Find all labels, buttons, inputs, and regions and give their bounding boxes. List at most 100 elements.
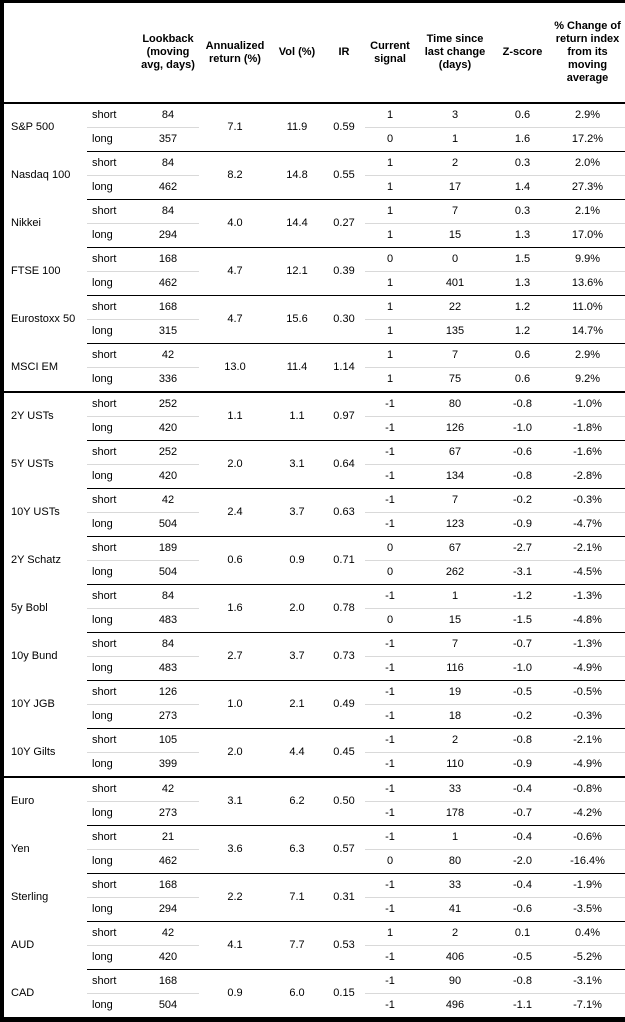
horizon-label: long [87,512,137,537]
z-score-value: 0.1 [495,921,550,946]
z-score-value: -0.8 [495,464,550,489]
pct-change-value: 2.1% [550,199,625,224]
time-since-change-value: 406 [415,945,495,970]
current-signal-value: -1 [365,680,415,705]
horizon-label: short [87,873,137,898]
horizon-label: short [87,776,137,802]
lookback-value: 42 [137,343,199,368]
annualized-return-value: 4.0 [199,199,271,248]
z-score-value: 0.6 [495,367,550,392]
horizon-label: short [87,440,137,465]
horizon-label: long [87,416,137,441]
asset-name: 10Y JGB [11,698,55,710]
lookback-value: 252 [137,391,199,417]
ir-value: 0.71 [323,536,365,585]
current-signal-value: -1 [365,416,415,441]
asset-row-long: long 462 1 17 1.4 27.3% [2,175,625,200]
time-since-change-value: 110 [415,752,495,777]
asset-row-long: long 273 -1 178 -0.7 -4.2% [2,801,625,826]
lookback-value: 420 [137,416,199,441]
asset-row-short: 10Y JGB short 126 1.0 2.1 0.49 -1 19 -0.5 -0.5% [2,680,625,729]
vol-value: 7.1 [271,873,323,922]
vol-value: 15.6 [271,295,323,344]
pct-change-value: -2.8% [550,464,625,489]
asset-row-long: long 504 0 262 -3.1 -4.5% [2,560,625,585]
time-since-change-value: 2 [415,151,495,176]
z-score-value: -0.7 [495,632,550,657]
asset-row-long: long 357 0 1 1.6 17.2% [2,127,625,152]
vol-value: 4.4 [271,728,323,777]
ir-value: 0.64 [323,440,365,489]
time-since-change-value: 15 [415,608,495,633]
lookback-value: 294 [137,223,199,248]
current-signal-value: 0 [365,608,415,633]
current-signal-value: -1 [365,969,415,994]
lookback-value: 315 [137,319,199,344]
asset-row-long: long 420 -1 134 -0.8 -2.8% [2,464,625,489]
current-signal-value: 1 [365,151,415,176]
lookback-value: 462 [137,175,199,200]
pct-change-value: -1.9% [550,873,625,898]
horizon-label: long [87,704,137,729]
time-since-change-value: 15 [415,223,495,248]
time-since-change-value: 67 [415,440,495,465]
asset-row-long: long 483 0 15 -1.5 -4.8% [2,608,625,633]
pct-change-value: -0.3% [550,704,625,729]
asset-row-short: Sterling short 168 2.2 7.1 0.31 -1 33 -0.4 -1.9% [2,873,625,922]
vol-value: 11.9 [286,121,308,133]
asset-name: Sterling [11,891,49,903]
vol-value: 14.8 [271,151,323,200]
vol-value: 11.4 [271,343,323,392]
pct-change-value: -4.9% [550,752,625,777]
z-score-value: 1.2 [495,295,550,320]
vol-value: 3.7 [271,488,323,537]
lookback-value: 504 [137,560,199,585]
pct-change-value: -5.2% [550,945,625,970]
pct-change-value: -4.8% [550,608,625,633]
asset-row-long: long 294 -1 41 -0.6 -3.5% [2,897,625,922]
asset-row-long: long 462 0 80 -2.0 -16.4% [2,849,625,874]
z-score-value: 0.6 [495,343,550,368]
pct-change-value: 2.0% [550,151,625,176]
current-signal-value: -1 [365,897,415,922]
pct-change-value: -1.8% [550,416,625,441]
horizon-label: long [87,464,137,489]
pct-change-value: -0.6% [550,825,625,850]
ir-value: 0.97 [323,391,365,441]
asset-name: 10Y USTs [11,506,60,518]
z-score-value: 0.6 [514,109,531,121]
lookback-value: 126 [137,680,199,705]
vol-value: 6.3 [271,825,323,874]
horizon-label: long [87,271,137,296]
time-since-change-value: 33 [415,873,495,898]
z-score-value: -0.2 [495,704,550,729]
horizon-label: long [87,993,137,1020]
annualized-return-value: 3.1 [199,776,271,826]
vol-value: 3.7 [271,632,323,681]
time-since-change-value: 7 [415,199,495,224]
horizon-label: long [87,367,137,392]
lookback-value: 273 [137,801,199,826]
asset-row-short: 5Y USTs short 252 2.0 3.1 0.64 -1 67 -0.6 -1.6% [2,440,625,489]
z-score-value: -0.4 [495,776,550,802]
current-signal-value: 1 [365,271,415,296]
asset-row-short: 10y Bund short 84 2.7 3.7 0.73 -1 7 -0.7 -1.3% [2,632,625,681]
annualized-return-value: 2.0 [199,440,271,489]
z-score-value: -0.8 [495,391,550,417]
asset-row-long: long 462 1 401 1.3 13.6% [2,271,625,296]
z-score-value: -0.2 [495,488,550,513]
horizon-label: long [87,849,137,874]
time-since-change-value: 80 [415,849,495,874]
lookback-value: 399 [137,752,199,777]
header-asset-blank [2,1,87,104]
header-z-score: Z-score [495,1,550,104]
annualized-return-value: 7.1 [227,121,243,133]
asset-row-short: 2Y USTs short 252 1.1 1.1 0.97 -1 80 -0.8 -1.0% [2,391,625,441]
asset-name: AUD [11,939,35,951]
current-signal-value: -1 [365,728,415,753]
ir-value: 0.63 [323,488,365,537]
ir-value: 0.30 [323,295,365,344]
asset-name: FTSE 100 [11,265,61,277]
z-score-value: -3.1 [495,560,550,585]
